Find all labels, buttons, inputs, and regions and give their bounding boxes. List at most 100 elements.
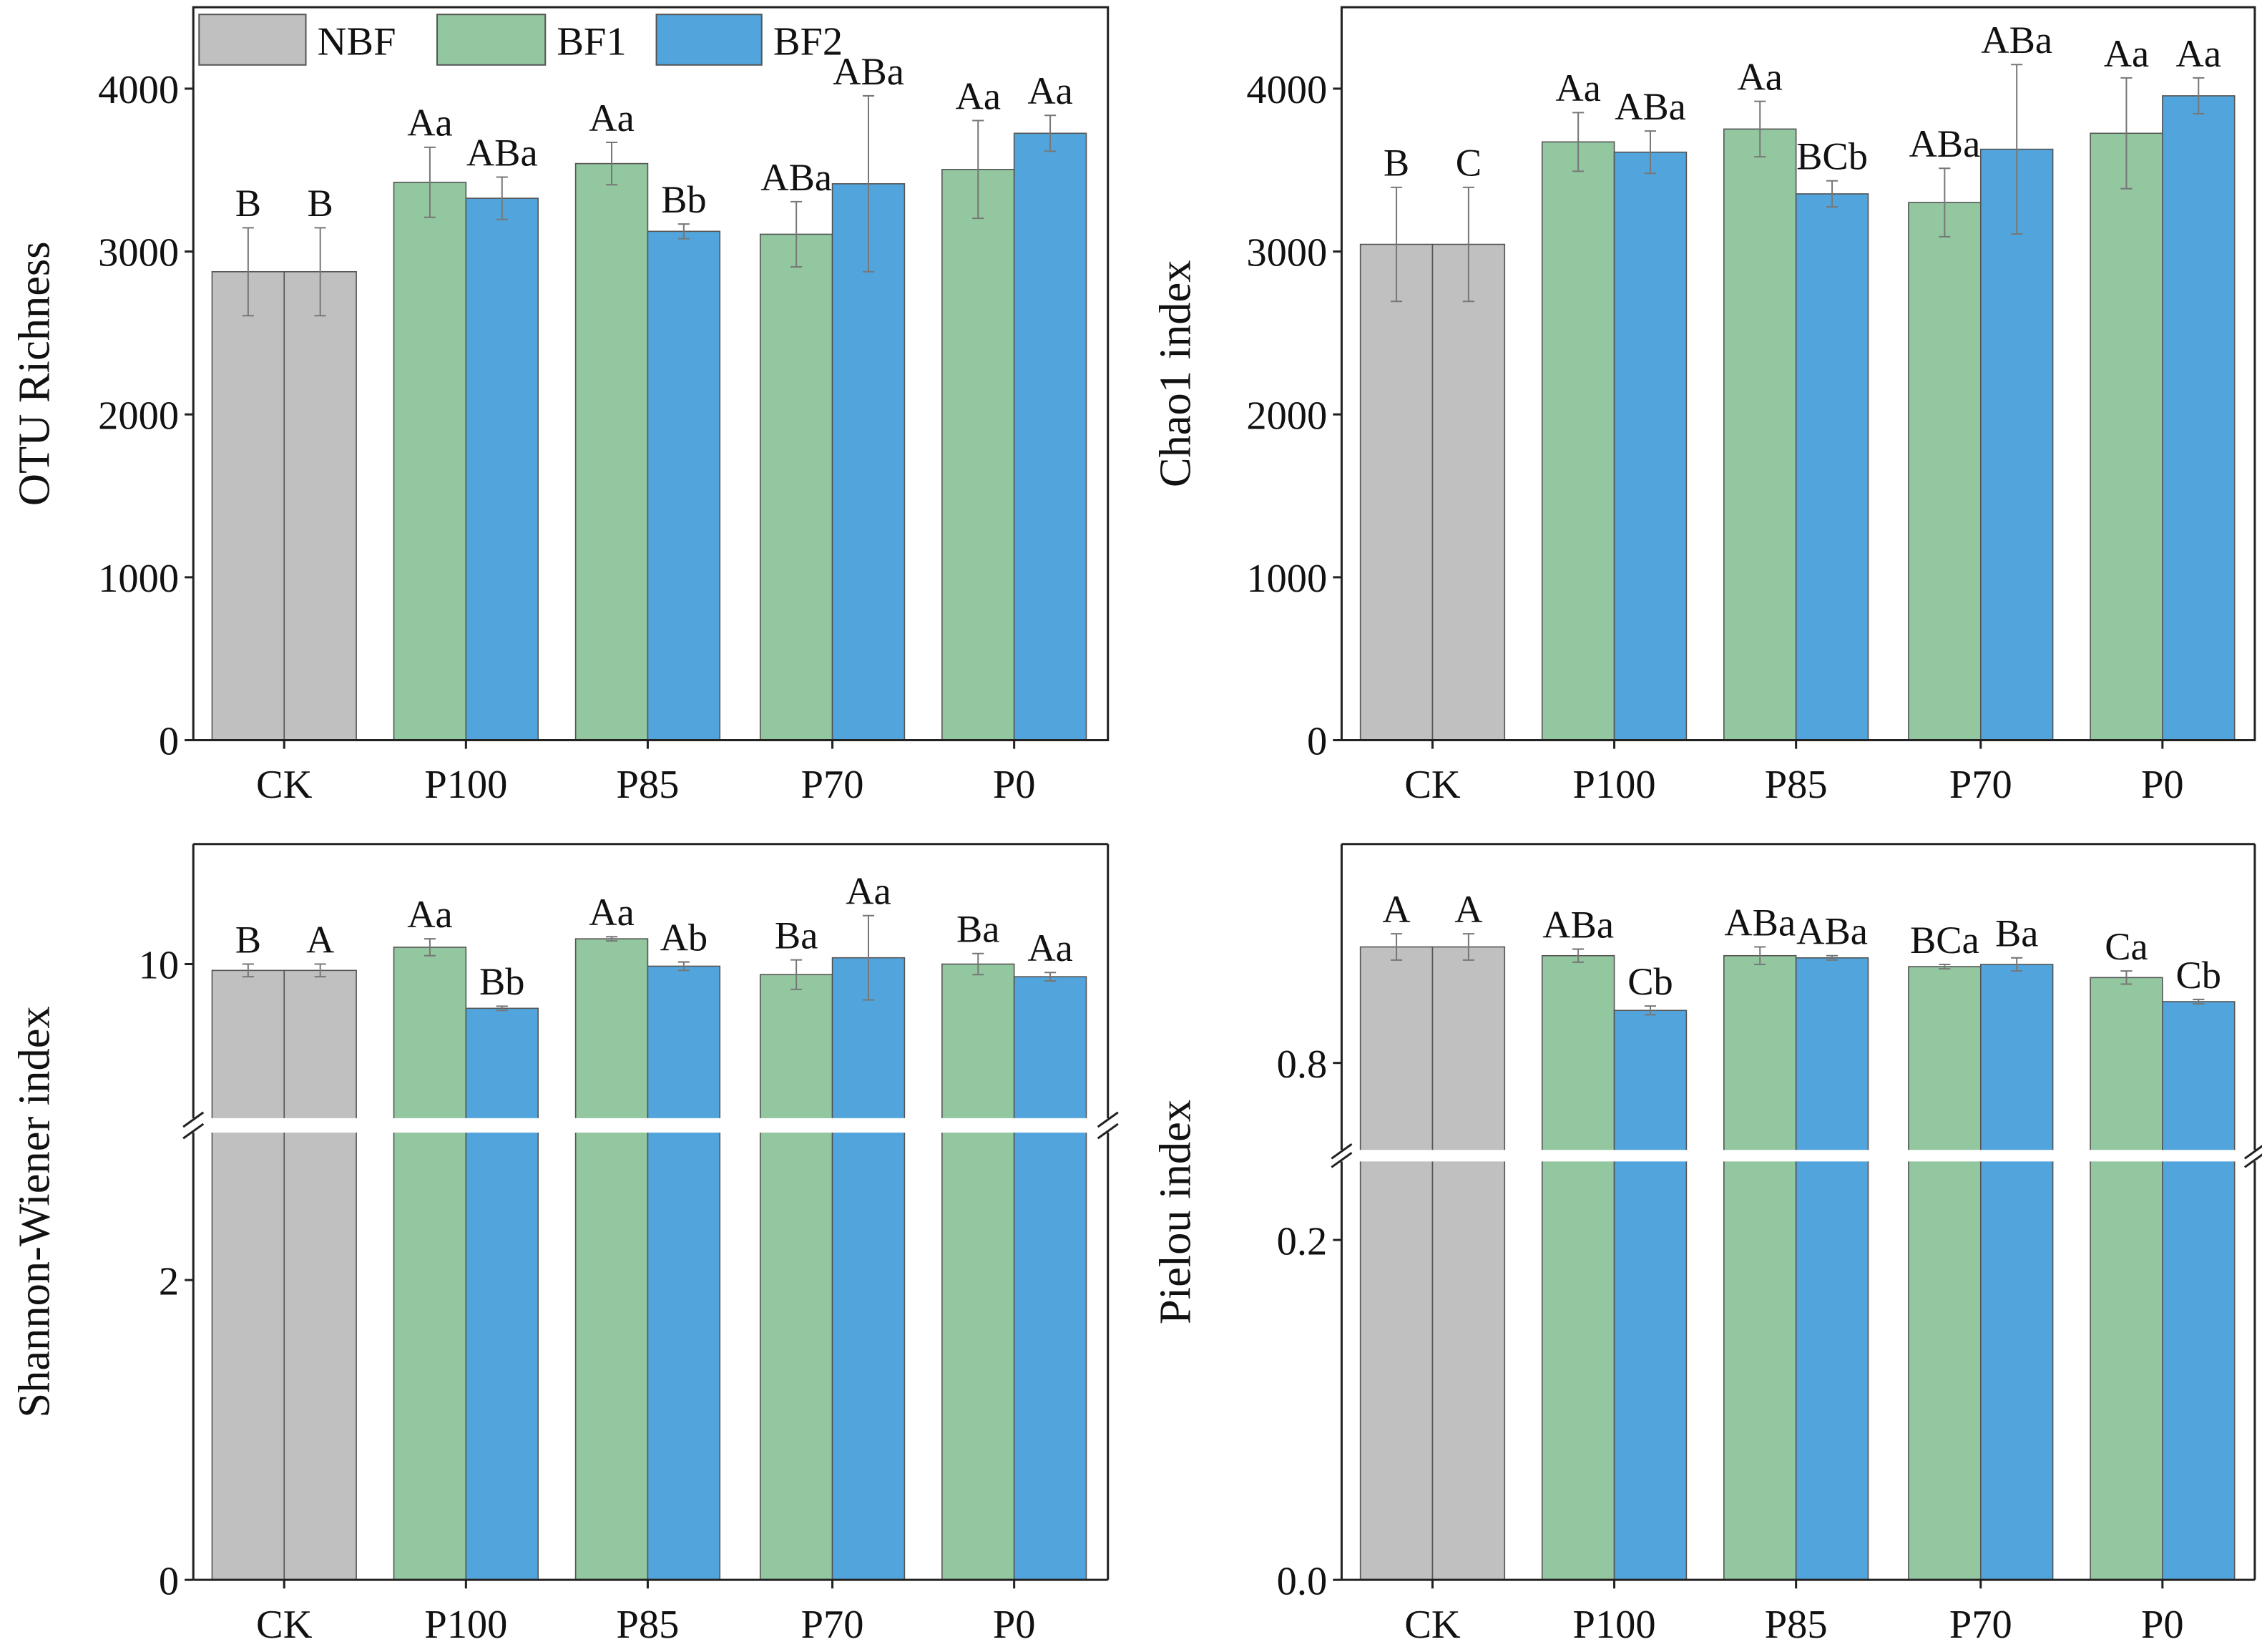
axis-break-mark xyxy=(182,1123,205,1140)
bar-p85-bf2 xyxy=(647,230,721,741)
y-axis-title: Chao1 index xyxy=(1150,260,1200,487)
bar-p70-bf2 xyxy=(1979,148,2054,741)
significance-label: Ba xyxy=(775,913,818,957)
legend-swatch-nbf xyxy=(198,14,307,66)
significance-label: ABa xyxy=(1542,902,1614,946)
significance-label: A xyxy=(1382,887,1410,931)
bar-p70-bf2 xyxy=(831,957,906,1580)
significance-label: Aa xyxy=(407,892,452,936)
x-tick-label: P100 xyxy=(424,763,507,807)
significance-label: Ba xyxy=(956,907,999,951)
legend-label-nbf: NBF xyxy=(318,20,396,64)
bar-p0-bf1 xyxy=(2090,977,2163,1580)
significance-label: Bb xyxy=(661,177,707,221)
y-tick-label: 2000 xyxy=(98,394,179,438)
significance-label: B xyxy=(308,181,333,225)
bar-p0-bf1 xyxy=(941,169,1015,741)
significance-label: Aa xyxy=(2104,31,2149,75)
bar-ck-nbf xyxy=(211,969,285,1580)
significance-label: A xyxy=(1454,887,1482,931)
bar-p0-bf2 xyxy=(2162,1001,2236,1580)
x-tick-label: CK xyxy=(256,1603,313,1647)
bar-p100-bf2 xyxy=(465,197,539,741)
x-tick-label: P100 xyxy=(1573,763,1656,807)
significance-label: ABa xyxy=(1615,84,1686,128)
x-tick-label: P70 xyxy=(1949,1603,2012,1647)
x-tick-label: CK xyxy=(1404,763,1461,807)
x-tick-label: P100 xyxy=(1573,1603,1656,1647)
x-tick-label: CK xyxy=(1404,1603,1461,1647)
bar-ck-nbf xyxy=(211,270,285,741)
panel-shannon-wiener-index: B Aa Aa Ba Ba A Bb Ab Aa Aa 0 2 10 CK P100 P85 P70 P0 Shan… xyxy=(9,843,1119,1647)
bar-p70-bf2 xyxy=(1979,964,2054,1580)
bar-p85-bf1 xyxy=(1723,128,1797,741)
significance-label: Aa xyxy=(1027,926,1072,969)
x-tick-label: P85 xyxy=(1765,1603,1828,1647)
significance-label: BCb xyxy=(1796,135,1868,178)
y-axis-title: OTU Richness xyxy=(9,241,59,506)
bar-p85-bf1 xyxy=(574,938,649,1580)
x-tick-label: P0 xyxy=(2141,1603,2184,1647)
bar-p85-bf1 xyxy=(1723,954,1797,1580)
bar-p0-bf2 xyxy=(1013,976,1087,1580)
y-tick-label: 0 xyxy=(1307,720,1327,764)
x-tick-label: P85 xyxy=(617,1603,680,1647)
bar-p100-bf1 xyxy=(393,182,467,741)
plot-frame xyxy=(192,6,1110,742)
significance-label: ABa xyxy=(1796,909,1868,953)
axis-break-mark xyxy=(1097,1111,1119,1128)
significance-label: B xyxy=(235,917,261,961)
bar-ck-nbf xyxy=(1359,946,1434,1580)
bar-ck-nbf xyxy=(1431,946,1506,1580)
x-tick-label: P70 xyxy=(1949,763,2012,807)
axis-break-mark xyxy=(1097,1123,1119,1140)
bar-p70-bf1 xyxy=(1908,202,1982,741)
axis-break-mark xyxy=(2243,1153,2262,1168)
significance-label: Ab xyxy=(660,915,708,959)
significance-label: ABa xyxy=(1909,122,1980,165)
y-axis-title: Pielou index xyxy=(1150,1100,1200,1324)
y-tick-label: 0.2 xyxy=(1277,1219,1328,1264)
legend-swatch-bf1 xyxy=(436,14,547,66)
legend-label-bf1: BF1 xyxy=(557,20,626,64)
significance-label: BCa xyxy=(1910,918,1979,962)
x-tick-label: P70 xyxy=(801,763,864,807)
significance-label: Aa xyxy=(407,101,452,145)
significance-label: ABa xyxy=(1981,18,2052,62)
y-axis-title: Shannon-Wiener index xyxy=(9,1006,59,1417)
significance-label: Ba xyxy=(1995,911,2038,955)
axis-break-mark xyxy=(1331,1152,1353,1168)
x-tick-label: CK xyxy=(256,763,313,807)
bar-p70-bf2 xyxy=(831,183,906,741)
significance-label: ABa xyxy=(760,155,832,199)
bar-p100-bf1 xyxy=(1541,141,1615,741)
x-tick-label: P0 xyxy=(2141,763,2184,807)
bar-p0-bf2 xyxy=(2162,95,2236,741)
significance-label: Aa xyxy=(2176,31,2221,75)
y-tick-label: 1000 xyxy=(1246,557,1327,601)
x-tick-label: P100 xyxy=(424,1603,507,1647)
bar-p85-bf1 xyxy=(574,162,649,741)
y-tick-label: 1000 xyxy=(98,557,179,601)
axis-break-gap xyxy=(1338,1150,2258,1162)
legend-swatch-bf2 xyxy=(655,14,763,66)
x-tick-label: P85 xyxy=(617,763,680,807)
y-tick-label: 0 xyxy=(159,720,179,764)
y-tick-label: 4000 xyxy=(1246,68,1327,112)
bar-p100-bf2 xyxy=(465,1007,539,1580)
significance-label: Aa xyxy=(1027,69,1072,112)
significance-label: C xyxy=(1456,141,1482,185)
y-tick-label: 0.8 xyxy=(1277,1042,1328,1087)
plot-frame xyxy=(1340,6,2256,742)
y-tick-label: 10 xyxy=(139,944,179,988)
x-tick-label: P70 xyxy=(801,1603,864,1647)
significance-label: ABa xyxy=(1724,900,1796,944)
significance-label: A xyxy=(306,917,334,961)
panel-otu-richness: B Aa Aa ABa Aa B ABa Bb ABa Aa 0 1000 2000 3000 4000 CK… xyxy=(9,6,1110,807)
legend: NBF BF1 BF2 xyxy=(198,14,843,66)
panel-chao1-index: B Aa Aa ABa Aa C ABa BCb ABa Aa 0 1000 2000 3000 4000 C… xyxy=(1150,6,2256,807)
significance-label: B xyxy=(1384,141,1409,185)
x-tick-label: P0 xyxy=(993,1603,1036,1647)
